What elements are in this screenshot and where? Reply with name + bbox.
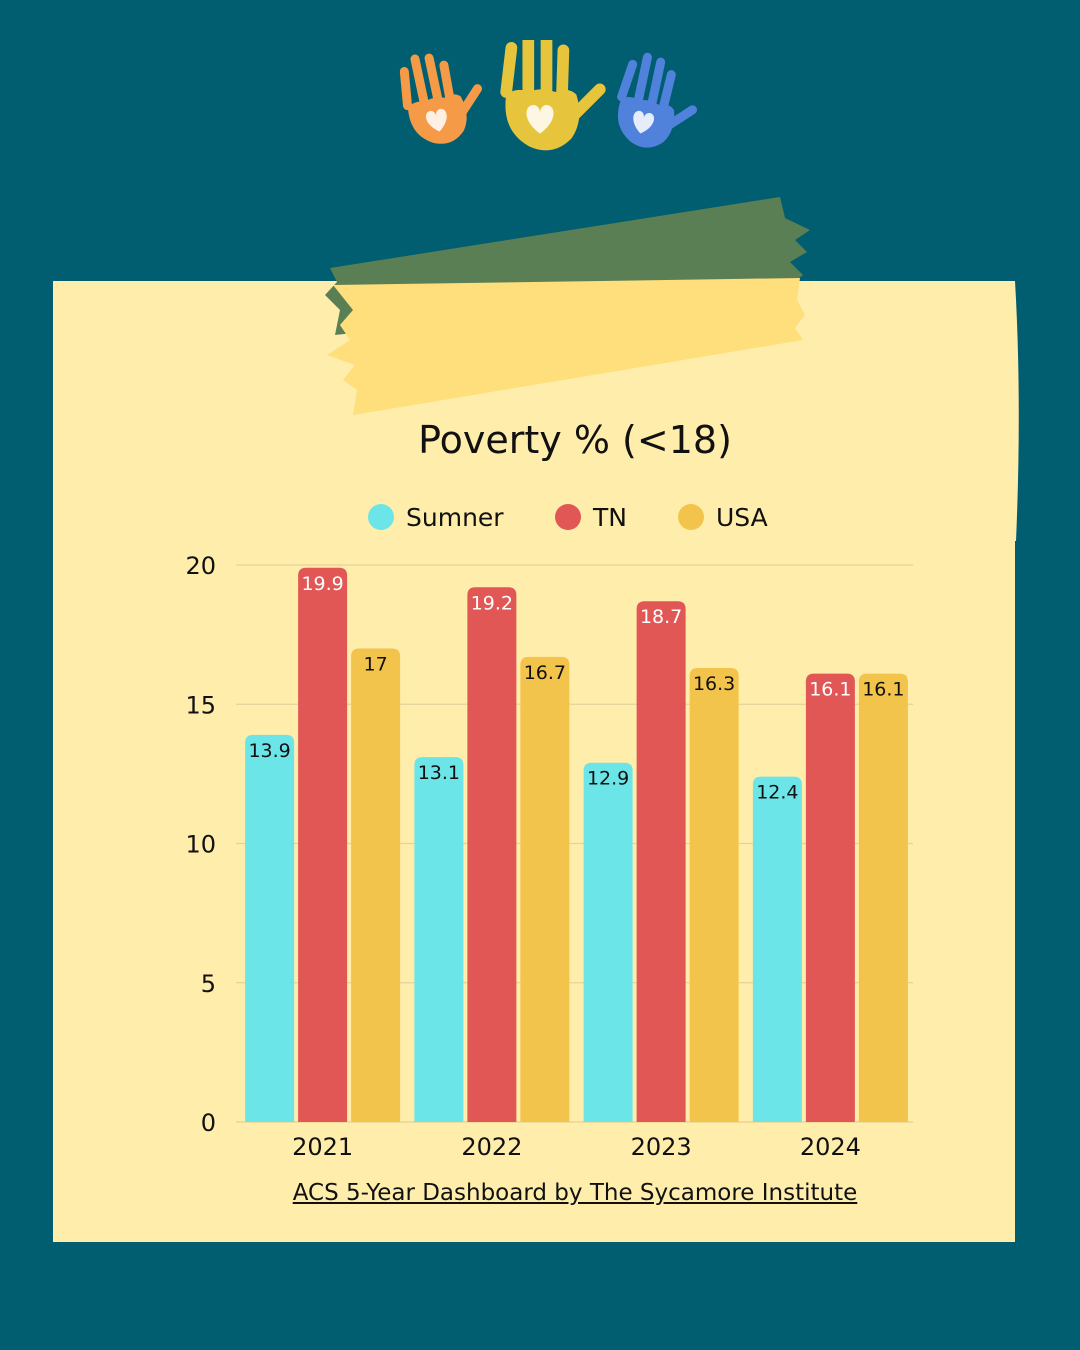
y-tick-label: 0 <box>201 1109 216 1137</box>
handprint-orange-icon <box>399 53 482 144</box>
data-label: 17 <box>364 654 388 676</box>
bar <box>805 673 855 1122</box>
bar <box>636 601 686 1122</box>
legend-label: Sumner <box>406 503 504 532</box>
legend-swatch <box>678 504 704 530</box>
bar <box>467 587 517 1122</box>
x-tick-label: 2021 <box>292 1133 353 1161</box>
legend-label: USA <box>716 503 768 532</box>
bar <box>689 668 739 1122</box>
chart-title: Poverty % (<18) <box>418 418 732 462</box>
data-label: 12.4 <box>756 782 798 804</box>
y-tick-label: 15 <box>185 691 216 719</box>
paper-torn-edge <box>1000 281 1019 541</box>
tape-yellow-strip <box>327 278 805 415</box>
y-tick-label: 20 <box>185 552 216 580</box>
data-label: 13.1 <box>418 762 460 784</box>
data-label: 18.7 <box>640 606 682 628</box>
data-label: 16.1 <box>809 679 851 701</box>
data-label: 13.9 <box>248 740 290 762</box>
source-link[interactable]: ACS 5-Year Dashboard by The Sycamore Ins… <box>292 1180 858 1206</box>
handprints-logo <box>399 40 697 151</box>
handprint-blue-icon <box>617 52 697 148</box>
bar <box>520 656 570 1122</box>
masking-tape-decoration <box>325 197 810 415</box>
y-tick-label: 10 <box>185 831 216 859</box>
legend-swatch <box>555 504 581 530</box>
x-tick-label: 2022 <box>461 1133 522 1161</box>
data-label: 12.9 <box>587 768 629 790</box>
y-tick-label: 5 <box>201 970 216 998</box>
data-label: 16.1 <box>862 679 904 701</box>
legend-swatch <box>368 504 394 530</box>
x-tick-label: 2023 <box>631 1133 692 1161</box>
data-label: 19.9 <box>301 573 343 595</box>
legend-label: TN <box>592 503 627 532</box>
data-label: 16.7 <box>524 662 566 684</box>
bar <box>583 762 633 1122</box>
data-label: 16.3 <box>693 673 735 695</box>
handprint-yellow-icon <box>500 40 606 151</box>
bar <box>298 567 348 1122</box>
bar <box>414 757 464 1122</box>
bar <box>351 648 401 1122</box>
data-label: 19.2 <box>471 592 513 614</box>
bar <box>858 673 908 1122</box>
x-tick-label: 2024 <box>800 1133 861 1161</box>
bar <box>752 776 802 1122</box>
bar <box>245 734 295 1122</box>
